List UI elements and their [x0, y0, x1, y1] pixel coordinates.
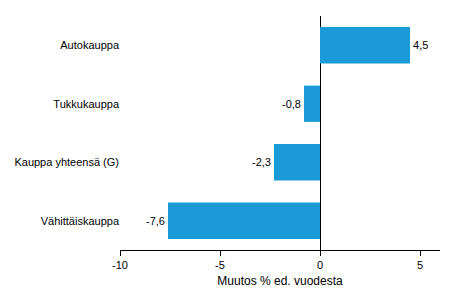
svg-text:5: 5: [417, 259, 423, 271]
svg-text:-5: -5: [215, 259, 225, 271]
svg-text:0: 0: [317, 259, 323, 271]
svg-text:Vähittäiskauppa: Vähittäiskauppa: [41, 215, 120, 227]
svg-text:4,5: 4,5: [413, 39, 428, 51]
svg-text:-10: -10: [112, 259, 128, 271]
svg-text:Muutos % ed. vuodesta: Muutos % ed. vuodesta: [217, 274, 343, 288]
svg-text:-0,8: -0,8: [282, 98, 301, 110]
svg-text:Tukkukauppa: Tukkukauppa: [53, 98, 120, 110]
svg-text:-2,3: -2,3: [252, 156, 271, 168]
svg-text:Kauppa yhteensä (G): Kauppa yhteensä (G): [14, 156, 119, 168]
svg-text:-7,6: -7,6: [146, 215, 165, 227]
svg-text:Autokauppa: Autokauppa: [60, 39, 120, 51]
